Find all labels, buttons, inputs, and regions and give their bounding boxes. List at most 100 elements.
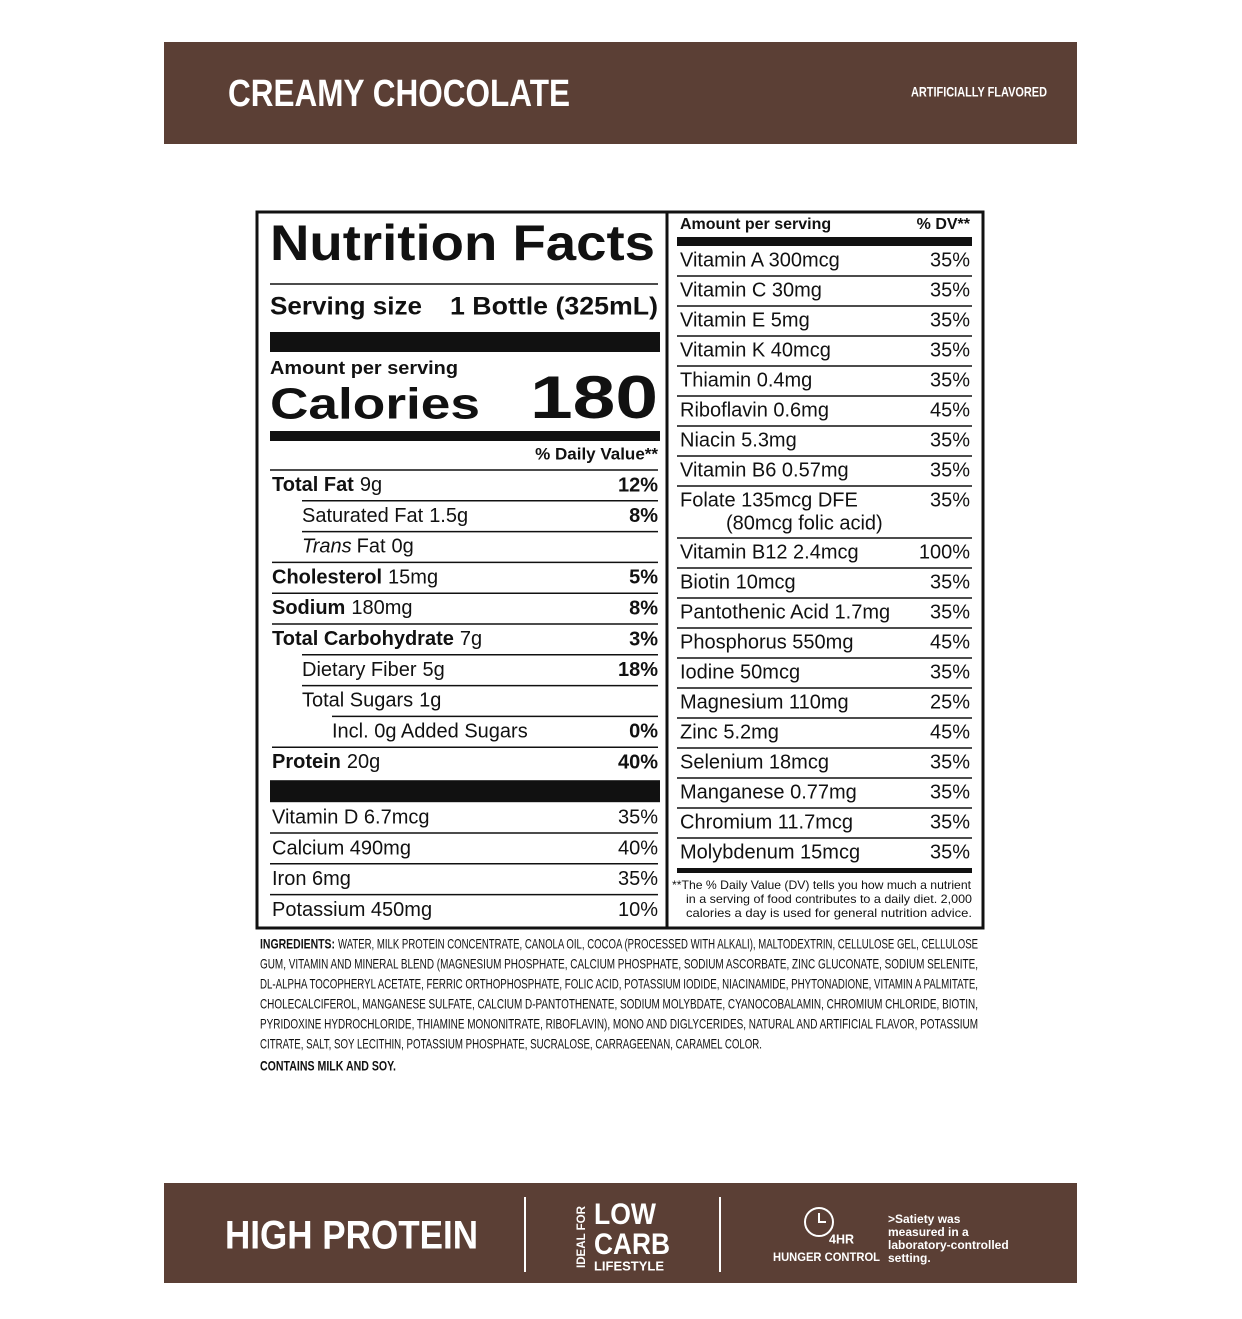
nutrient-dv: 5% [629, 567, 658, 589]
ingredients-line: CITRATE, SALT, SOY LECITHIN, POTASSIUM P… [260, 1036, 762, 1052]
top-banner [164, 42, 1077, 144]
mineral-name: Potassium 450mg [272, 899, 432, 921]
nutrient-name: Total Sugars [302, 690, 413, 712]
footnote: **The % Daily Value (DV) tells you how m… [672, 878, 972, 892]
bottom-banner [164, 1183, 1077, 1283]
nutrient-amount: 15mg [388, 567, 438, 589]
nutrient: Total Carbohydrate 7g [272, 628, 482, 650]
footnote: calories a day is used for general nutri… [686, 906, 972, 920]
nutrient-name: Dietary Fiber [302, 659, 417, 681]
allergens: CONTAINS MILK AND SOY. [260, 1058, 396, 1074]
vitamin-dv: 35% [930, 841, 970, 863]
vitamin-name: Folate 135mcg DFE [680, 489, 858, 511]
vitamin-dv: 35% [930, 811, 970, 833]
carb: CARB [594, 1228, 670, 1261]
satiety-note: setting. [888, 1251, 931, 1265]
clock-hands [818, 1213, 826, 1223]
satiety-note: laboratory-controlled [888, 1238, 1009, 1252]
vitamin-name: Riboflavin 0.6mg [680, 399, 829, 421]
nutrient: Incl. 0g Added Sugars [332, 721, 528, 743]
nutrient-name: Cholesterol [272, 567, 382, 589]
facts-title: Nutrition Facts [270, 215, 655, 271]
vitamin-dv: 35% [930, 781, 970, 803]
vitamin-name: Chromium 11.7mcg [680, 811, 853, 833]
vitamin-name: Vitamin B6 0.57mg [680, 459, 849, 481]
ingredients-line: CHOLECALCIFEROL, MANGANESE SULFATE, CALC… [260, 996, 978, 1012]
vitamin-name: Vitamin C 30mg [680, 279, 822, 301]
flavor-note: ARTIFICIALLY FLAVORED [911, 84, 1047, 100]
vitamin-name: Selenium 18mcg [680, 751, 829, 773]
vitamin-dv: 35% [930, 601, 970, 623]
vitamin-dv: 35% [930, 751, 970, 773]
nutrient: Total Fat 9g [272, 474, 382, 496]
vitamin-dv: 100% [919, 541, 970, 563]
hours: 4HR [829, 1231, 855, 1246]
thick-rule [677, 237, 972, 246]
nutrient-amount: 7g [460, 628, 482, 650]
vitamin-name: Manganese 0.77mg [680, 781, 857, 803]
vitamin-dv: 35% [930, 339, 970, 361]
ingredients-line: GUM, VITAMIN AND MINERAL BLEND (MAGNESIU… [260, 956, 978, 972]
nutrient-dv: 0% [629, 721, 658, 743]
satiety-note: measured in a [888, 1225, 969, 1239]
claim: HIGH PROTEIN [225, 1214, 478, 1258]
ingredients-line: DL-ALPHA TOCOPHERYL ACETATE, FERRIC ORTH… [260, 976, 978, 992]
nutrient-dv: 8% [629, 597, 658, 619]
nutrient-name: Incl. 0g Added Sugars [332, 721, 528, 743]
vitamin-name: Phosphorus 550mg [680, 631, 853, 653]
satiety-note: >Satiety was [888, 1212, 961, 1226]
mineral-dv: 10% [618, 899, 658, 921]
mineral-name: Iron 6mg [272, 868, 351, 890]
vitamin-name: Niacin 5.3mg [680, 429, 797, 451]
mineral-name: Calcium 490mg [272, 837, 411, 859]
mineral-name: Vitamin D 6.7mcg [272, 806, 429, 828]
vitamin-name: Iodine 50mcg [680, 661, 800, 683]
nutrient-amount: 9g [360, 474, 382, 496]
vitamin-name: Vitamin K 40mcg [680, 339, 831, 361]
hunger: HUNGER CONTROL [773, 1250, 880, 1264]
serving-value: 1 Bottle (325mL) [450, 293, 658, 321]
thick-rule [270, 431, 660, 441]
vitamin-dv: 35% [930, 249, 970, 271]
nutrient-dv: 40% [618, 751, 658, 773]
vitamin-dv: 35% [930, 429, 970, 451]
vitamin-name: Molybdenum 15mcg [680, 841, 860, 863]
nutrient-amount: 20g [347, 751, 380, 773]
nutrient: Saturated Fat 1.5g [302, 505, 468, 527]
footnote: in a serving of food contributes to a da… [686, 892, 972, 906]
nutrient-amount: 180mg [351, 597, 412, 619]
vitamin-dv: 45% [930, 721, 970, 743]
vitamin-dv: 35% [930, 279, 970, 301]
nutrient-amount: 5g [422, 659, 444, 681]
nutrient-name: Total Carbohydrate [272, 628, 454, 650]
nutrient-name: Protein [272, 751, 341, 773]
thick-rule [270, 780, 660, 803]
vitamin-dv: 25% [930, 691, 970, 713]
vit-dv-header: % DV** [917, 216, 971, 233]
vitamin-dv: 45% [930, 399, 970, 421]
nutrient-dv: 8% [629, 505, 658, 527]
ingredients-line: WATER, MILK PROTEIN CONCENTRATE, CANOLA … [338, 936, 978, 952]
calories-value: 180 [530, 364, 658, 431]
nutrient: Total Sugars 1g [302, 690, 441, 712]
vit-amount-label: Amount per serving [680, 216, 831, 233]
vitamin-name: Magnesium 110mg [680, 691, 849, 713]
dv-header: % Daily Value** [535, 444, 658, 463]
vitamin-note: (80mcg folic acid) [726, 512, 883, 534]
nutrient-dv: 18% [618, 659, 658, 681]
nutrient: Cholesterol 15mg [272, 567, 438, 589]
vitamin-dv: 35% [930, 369, 970, 391]
vitamin-name: Vitamin A 300mcg [680, 249, 840, 271]
amount-label: Amount per serving [270, 358, 458, 378]
product-title: CREAMY CHOCOLATE [228, 73, 570, 115]
vitamin-name: Zinc 5.2mg [680, 721, 779, 743]
vitamin-name: Vitamin B12 2.4mcg [680, 541, 859, 563]
ingredients-line: PYRIDOXINE HYDROCHLORIDE, THIAMINE MONON… [260, 1016, 978, 1032]
vitamin-dv: 35% [930, 571, 970, 593]
nutrient-amount: 1g [419, 690, 441, 712]
nutrient-name: Saturated Fat [302, 505, 424, 527]
clock-icon [804, 1207, 834, 1237]
nutrient-italic: Trans [302, 536, 352, 558]
